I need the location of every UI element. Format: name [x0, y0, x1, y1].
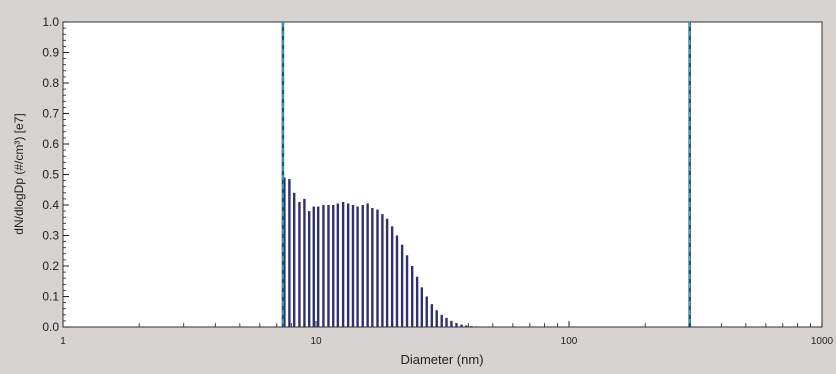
bars-layer: [283, 177, 478, 328]
bar: [400, 244, 404, 327]
bar: [455, 323, 458, 327]
bar: [415, 276, 419, 327]
bar: [430, 304, 434, 328]
bar: [312, 206, 315, 327]
bar: [316, 206, 320, 327]
bar: [346, 203, 350, 327]
y-tick-label: 0.5: [42, 168, 59, 182]
y-tick-label: 0.0: [42, 320, 59, 334]
bar: [341, 201, 345, 327]
bar: [460, 324, 463, 327]
y-tick-label: 0.2: [42, 259, 59, 273]
bar: [405, 255, 409, 327]
bar: [376, 209, 379, 327]
bar: [332, 205, 335, 327]
bar: [390, 226, 394, 327]
bar: [283, 177, 286, 327]
y-tick-label: 0.1: [42, 290, 59, 304]
bar: [308, 211, 311, 327]
bar: [395, 235, 399, 327]
bar: [381, 214, 384, 327]
y-axis-label: dN/dlogDp (#/cm³) [e7]: [12, 113, 26, 234]
bar: [361, 205, 364, 327]
y-tick-label: 0.3: [42, 229, 59, 243]
plot-area: [62, 21, 823, 328]
bar: [351, 205, 355, 327]
y-tick-label: 0.7: [42, 107, 59, 121]
y-tick-label: 0.9: [42, 46, 59, 60]
x-tick-label: 1000: [811, 336, 834, 347]
bar: [356, 206, 359, 327]
cursor-layer: [281, 22, 691, 327]
bar: [298, 201, 301, 327]
x-axis-label: Diameter (nm): [400, 352, 483, 367]
x-tick-label: 10: [310, 336, 322, 347]
bar: [322, 205, 325, 327]
bar: [475, 326, 478, 327]
y-tick-label: 0.4: [42, 198, 59, 212]
bar: [420, 287, 424, 327]
y-tick-label: 0.6: [42, 137, 59, 151]
bar: [465, 325, 468, 327]
bar: [371, 208, 374, 327]
bar: [440, 314, 443, 327]
bar: [450, 320, 453, 327]
bar: [288, 179, 291, 327]
x-tick-label: 1: [60, 336, 66, 347]
bar: [292, 192, 296, 327]
bar: [327, 205, 330, 327]
bar: [336, 203, 340, 327]
x-tick-label: 100: [561, 336, 578, 347]
bar: [385, 218, 389, 327]
bar: [366, 203, 369, 327]
bar: [435, 310, 438, 327]
bar: [445, 317, 448, 327]
bar: [410, 266, 414, 327]
axes-layer: 0.0 0.1 0.2 0.3 0.4 0.5 0.6 0.7 0.8 0.9 1.0 1 10 100 1…: [42, 15, 833, 347]
y-tick-label: 0.8: [42, 76, 59, 90]
bar: [470, 326, 473, 327]
y-tick-label: 1.0: [42, 15, 59, 29]
bar: [425, 296, 428, 327]
bar: [303, 198, 306, 327]
